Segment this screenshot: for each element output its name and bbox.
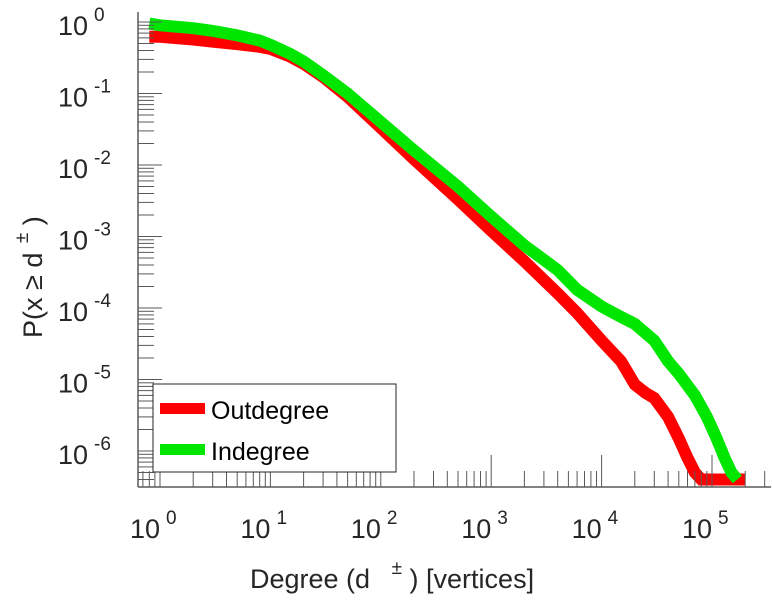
- legend-label-outdegree: Outdegree: [211, 397, 329, 425]
- y-tick-label: 10 -1: [58, 77, 111, 113]
- y-tick-base: 10: [58, 297, 88, 327]
- y-tick-base: 10: [58, 83, 88, 113]
- y-tick-exp: -6: [94, 434, 111, 455]
- x-tick-label: 10 1: [240, 508, 287, 544]
- y-tick-label: 10 -5: [58, 363, 111, 399]
- y-tick-exp: -2: [94, 148, 111, 169]
- y-tick-base: 10: [58, 369, 88, 399]
- series-layer: [148, 17, 746, 486]
- y-tick-base: 10: [58, 154, 88, 184]
- y-axis-title: P(x ≥ d ± ): [4, 216, 48, 338]
- x-tick-exp: 2: [387, 508, 398, 529]
- x-tick-exp: 4: [608, 508, 619, 529]
- ticks-layer: [138, 21, 766, 487]
- y-tick-exp: -3: [94, 220, 111, 241]
- x-axis-title: Degree (d ± ) [vertices]: [250, 550, 534, 594]
- y-tick-label: 10 -4: [58, 291, 111, 327]
- x-axis-title-tail: ) [vertices]: [410, 564, 535, 594]
- x-tick-base: 10: [351, 514, 381, 544]
- x-tick-exp: 5: [718, 508, 729, 529]
- x-tick-label: 10 5: [682, 508, 729, 544]
- y-axis-title-sup: ±: [12, 233, 33, 243]
- y-axis-title-main: P(x ≥ d: [18, 253, 48, 338]
- x-tick-exp: 1: [276, 508, 287, 529]
- x-tick-label: 10 2: [351, 508, 398, 544]
- x-tick-base: 10: [130, 514, 160, 544]
- legend: Outdegree Indegree: [152, 383, 397, 473]
- y-tick-base: 10: [58, 226, 88, 256]
- y-tick-base: 10: [58, 440, 88, 470]
- x-tick-label: 10 3: [461, 508, 508, 544]
- y-tick-exp: -4: [94, 291, 111, 312]
- x-tick-exp: 0: [166, 508, 177, 529]
- y-tick-label: 10 0: [58, 5, 105, 41]
- y-tick-label: 10 -6: [58, 434, 111, 470]
- y-tick-label: 10 -2: [58, 148, 111, 184]
- legend-swatch-indegree: [160, 444, 205, 455]
- y-tick-label: 10 -3: [58, 220, 111, 256]
- y-tick-base: 10: [58, 11, 88, 41]
- x-tick-base: 10: [682, 514, 712, 544]
- legend-swatch-outdegree: [160, 403, 205, 414]
- y-tick-exp: -5: [94, 363, 111, 384]
- y-axis-title-tail: ): [18, 216, 48, 225]
- x-tick-base: 10: [461, 514, 491, 544]
- x-axis-title-main: Degree (d: [250, 564, 370, 594]
- x-tick-label: 10 0: [130, 508, 177, 544]
- x-axis-title-sup: ±: [392, 558, 402, 579]
- x-tick-exp: 3: [497, 508, 508, 529]
- tick-labels: 10 0 10 1 10 2 10 3 10 4 10 510 010 -110 -210 -310 -410-…: [58, 5, 729, 544]
- legend-label-indegree: Indegree: [211, 438, 310, 466]
- y-tick-exp: 0: [94, 5, 105, 26]
- y-tick-exp: -1: [94, 77, 111, 98]
- x-tick-base: 10: [572, 514, 602, 544]
- series-line-indegree: [148, 17, 742, 484]
- x-tick-label: 10 4: [572, 508, 619, 544]
- x-tick-base: 10: [240, 514, 270, 544]
- legend-box: [152, 383, 397, 473]
